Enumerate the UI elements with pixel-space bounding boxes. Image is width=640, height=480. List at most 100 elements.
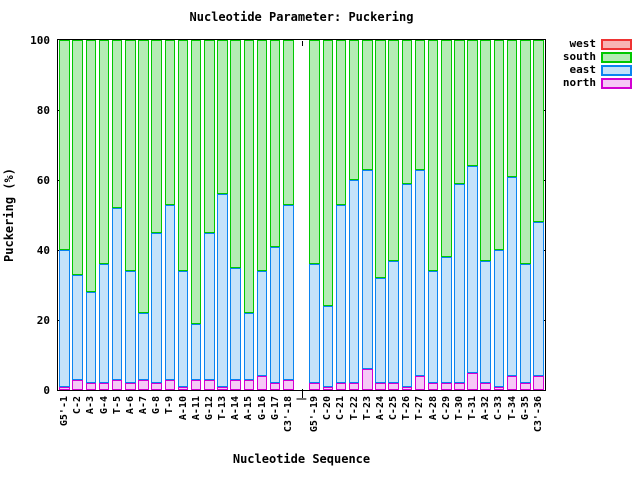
bar-segment-A-11-east [190,323,202,380]
bar-segment-A-28-south [427,40,439,271]
bar-segment-A-10-east [177,271,189,387]
y-tick-label-40: 40 [36,243,50,257]
bar-segment-T-9-north [164,379,176,390]
bar-segment-C-20-north [322,386,334,390]
x-tick-label-C-20: C-20 [322,396,334,421]
bar-segment-A-32-north [480,383,492,390]
x-tick-label-A-6: A-6 [124,396,136,415]
bar-segment-T-13-south [217,40,228,194]
x-tick-label-A-24: A-24 [374,396,386,421]
x-tick-label-G-17: G-17 [269,396,281,421]
bar-segment-A-3-south [85,40,97,292]
x-axis-title: Nucleotide Sequence [232,452,371,466]
bar-segment-C-29-north [441,383,452,390]
x-tick-label-A-14: A-14 [230,396,242,421]
bar-segment-T-5-south [111,40,123,208]
x-tick-label-G-8: G-8 [151,396,163,415]
bar-segment-T-34-north [506,376,518,390]
bar-segment-C3'-36-east [533,222,544,376]
bar-segment-G-12-south [204,40,215,233]
bar-segment-A-11-south [190,40,202,324]
bar-segment-A-6-east [125,271,136,383]
legend-swatch-west [601,38,632,50]
bar-segment-A-32-south [480,40,492,261]
x-tick-label-separator: | [296,396,307,403]
legend-row-south: south [563,51,632,63]
bar-segment-A-24-south [375,40,386,278]
x-tick-label-C-2: C-2 [72,396,84,415]
x-tick-label-T-30: T-30 [453,396,465,421]
bar-segment-G-12-north [204,379,215,390]
x-tick-label-C-33: C-33 [493,396,505,421]
bar-segment-G-16-east [256,271,268,376]
bar-segment-G-4-south [98,40,110,264]
bar-segment-C-25-east [388,260,399,383]
legend-label-west: west [569,37,597,50]
bar-segment-C-21-south [335,40,347,205]
bar-segment-C3'-36-north [533,376,544,390]
separator-tick [301,389,303,398]
bar-segment-A-10-south [177,40,189,271]
legend-label-east: east [569,63,597,76]
x-tick-label-G5'-1: G5'-1 [59,396,71,427]
bar-segment-G-12-east [204,232,215,380]
x-tick-label-C3'-36: C3'-36 [532,396,544,433]
bar-segment-G-4-east [98,264,110,383]
x-tick-label-A-10: A-10 [177,396,189,421]
bar-segment-G5'-19-north [309,383,320,390]
bar-segment-C3'-18-east [283,204,294,380]
bar-segment-T-5-north [111,379,123,390]
bar-segment-G-8-south [151,40,162,233]
x-tick-label-T-34: T-34 [506,396,518,421]
y-tick-label-20: 20 [36,313,50,327]
bar-segment-A-7-east [138,313,149,380]
x-tick-label-A-11: A-11 [190,396,202,421]
legend: west south east north [563,38,632,90]
bar-segment-A-28-east [427,271,439,383]
bar-segment-A-28-north [427,383,439,390]
bar-segment-T-26-south [401,40,413,184]
bar-segment-C3'-18-north [283,379,294,390]
x-tick-label-T-9: T-9 [164,396,176,415]
x-tick-label-T-5: T-5 [111,396,123,415]
bar-segment-T-30-east [454,183,465,383]
bar-segment-C-2-south [72,40,83,275]
bar-segment-C-20-east [322,306,334,387]
bar-segment-T-9-east [164,204,176,380]
x-tick-label-A-32: A-32 [480,396,492,421]
bar-segment-T-23-north [362,369,373,390]
bar-segment-T-13-east [217,194,228,387]
x-tick-label-A-28: A-28 [427,396,439,421]
separator-tick [301,41,303,46]
bar-segment-T-34-east [506,176,518,376]
bar-segment-A-15-east [243,313,255,380]
bar-segment-T-5-east [111,208,123,380]
bar-segment-G-16-south [256,40,268,271]
bar-segment-T-31-north [467,372,478,390]
bar-segment-C-21-north [335,383,347,390]
bar-segment-C-29-south [441,40,452,257]
bar-segment-A-11-north [190,379,202,390]
bar-segment-T-34-south [506,40,518,177]
bar-segment-C3'-36-south [533,40,544,222]
bar-segment-C-2-east [72,274,83,380]
bar-segment-A-10-north [177,386,189,390]
bar-segment-C-25-north [388,383,399,390]
bar-segment-G5'-1-east [59,250,70,387]
bar-segment-T-31-east [467,166,478,373]
bar-segment-C-2-north [72,379,83,390]
bar-segment-T-22-north [348,383,360,390]
bar-segment-C-20-south [322,40,334,306]
x-tick-label-T-13: T-13 [217,396,229,421]
legend-label-north: north [562,76,596,89]
bar-segment-C-29-east [441,257,452,383]
bar-segment-A-14-south [230,40,241,268]
bar-segment-G-8-north [151,383,162,390]
x-tick-label-C-25: C-25 [388,396,400,421]
bar-segment-C-33-east [493,250,505,387]
bar-segment-A-6-north [125,383,136,390]
legend-label-south: south [562,50,596,63]
bar-segment-G-8-east [151,232,162,383]
x-tick-label-G-12: G-12 [203,396,215,421]
bar-segment-G-17-south [269,40,281,247]
